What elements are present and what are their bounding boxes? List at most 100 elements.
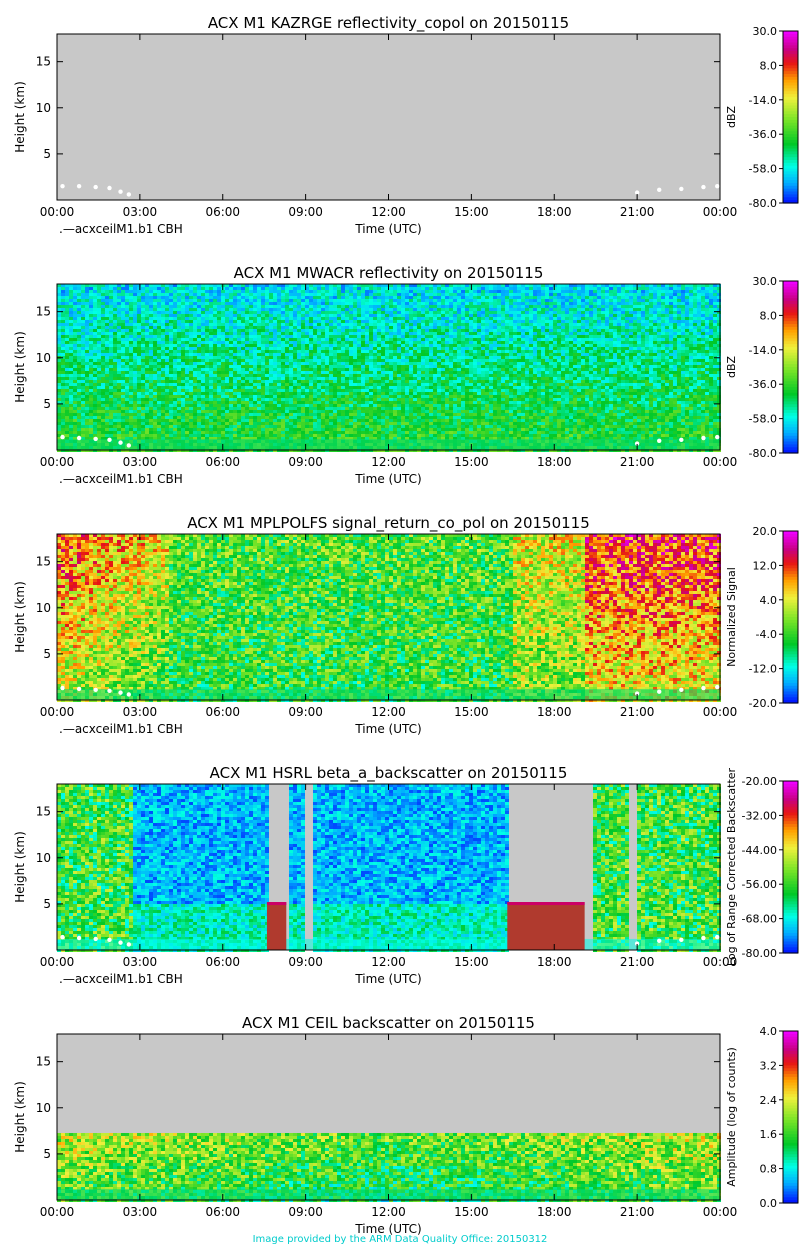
colorbar-tick-label: -12.0 <box>749 663 777 676</box>
cbh-point <box>118 440 122 444</box>
saturation-block <box>267 902 286 950</box>
colorbar-tick-label: 2.4 <box>760 1094 778 1107</box>
x-tick-label: 09:00 <box>288 955 323 969</box>
cbh-legend: .—acxceilM1.b1 CBH <box>59 972 183 986</box>
y-tick-label: 10 <box>36 101 51 115</box>
x-tick-label: 03:00 <box>123 955 158 969</box>
cbh-point <box>657 939 661 943</box>
x-tick-label: 00:00 <box>703 205 738 219</box>
cbh-point <box>60 935 64 939</box>
colorbar-tick-label: 0.0 <box>760 1197 778 1210</box>
cbh-point <box>701 936 705 940</box>
colorbar-tick-label: 1.6 <box>760 1128 778 1141</box>
cbh-point <box>657 690 661 694</box>
cbh-point <box>107 438 111 442</box>
x-tick-label: 00:00 <box>703 455 738 469</box>
x-tick-label: 21:00 <box>620 955 655 969</box>
cbh-point <box>715 184 719 188</box>
colorbar-tick-label: -32.00 <box>742 809 777 822</box>
y-tick-label: 15 <box>36 305 51 319</box>
y-axis-label: Height (km) <box>13 831 27 902</box>
colorbar-tick-label: 8.0 <box>760 59 778 72</box>
panel-title: ACX M1 MWACR reflectivity on 20150115 <box>234 264 544 282</box>
colorbar-tick-label: -56.00 <box>742 878 777 891</box>
cbh-point <box>701 436 705 440</box>
colorbar-tick-label: -44.00 <box>742 844 777 857</box>
cbh-point <box>77 936 81 940</box>
cbh-point <box>107 689 111 693</box>
x-tick-label: 12:00 <box>371 455 406 469</box>
x-tick-label: 21:00 <box>620 455 655 469</box>
heatmap-texture <box>57 784 721 952</box>
y-tick-label: 15 <box>36 1055 51 1069</box>
x-tick-label: 21:00 <box>620 705 655 719</box>
x-tick-label: 00:00 <box>40 205 75 219</box>
x-tick-label: 06:00 <box>205 955 240 969</box>
y-tick-label: 5 <box>43 1147 51 1161</box>
cbh-point <box>60 435 64 439</box>
y-axis-label: Height (km) <box>13 1081 27 1152</box>
x-tick-label: 06:00 <box>205 705 240 719</box>
panel-title: ACX M1 MPLPOLFS signal_return_co_pol on … <box>187 514 590 533</box>
colorbar-tick-label: 4.0 <box>760 1025 778 1038</box>
cbh-point <box>93 937 97 941</box>
x-tick-label: 00:00 <box>40 705 75 719</box>
y-axis-label: Height (km) <box>13 81 27 152</box>
colorbar-tick-label: -14.0 <box>749 94 777 107</box>
cbh-point <box>679 438 683 442</box>
colorbar-tick-label: 20.0 <box>753 525 778 538</box>
x-tick-label: 15:00 <box>454 205 489 219</box>
colorbar-tick-label: -36.0 <box>749 128 777 141</box>
colorbar-tick-label: -68.00 <box>742 913 777 926</box>
cbh-point <box>60 184 64 188</box>
x-tick-label: 18:00 <box>537 205 572 219</box>
x-tick-label: 09:00 <box>288 205 323 219</box>
x-tick-label: 00:00 <box>703 1205 738 1219</box>
y-tick-label: 5 <box>43 147 51 161</box>
x-tick-label: 03:00 <box>123 1205 158 1219</box>
colorbar-tick-label: 30.0 <box>753 275 778 288</box>
panel-4: ACX M1 HSRL beta_a_backscatter on 201501… <box>13 764 798 986</box>
x-tick-label: 03:00 <box>123 705 158 719</box>
cbh-legend: .—acxceilM1.b1 CBH <box>59 222 183 236</box>
x-tick-label: 18:00 <box>537 455 572 469</box>
x-tick-label: 00:00 <box>40 455 75 469</box>
colorbar-tick-label: -80.0 <box>749 197 777 210</box>
colorbar-label: Log of Range Corrected Backscatter <box>725 767 738 966</box>
colorbar-tick-label: -80.00 <box>742 947 777 960</box>
x-tick-label: 00:00 <box>703 705 738 719</box>
cbh-point <box>118 190 122 194</box>
x-tick-label: 15:00 <box>454 955 489 969</box>
cbh-point <box>107 186 111 190</box>
cbh-point <box>127 443 131 447</box>
x-tick-label: 00:00 <box>40 955 75 969</box>
cbh-point <box>679 938 683 942</box>
x-tick-label: 12:00 <box>371 955 406 969</box>
panel-2: ACX M1 MWACR reflectivity on 20150115 00:… <box>13 264 798 486</box>
x-tick-label: 09:00 <box>288 1205 323 1219</box>
colorbar-tick-label: -58.0 <box>749 163 777 176</box>
x-tick-label: 12:00 <box>371 205 406 219</box>
cbh-point <box>679 187 683 191</box>
y-tick-label: 5 <box>43 397 51 411</box>
cbh-point <box>127 692 131 696</box>
cbh-point <box>77 184 81 188</box>
x-tick-label: 18:00 <box>537 955 572 969</box>
colorbar-tick-label: 3.2 <box>760 1059 778 1072</box>
colorbar: -20.00-32.00-44.00-56.00-68.00-80.00Log … <box>725 767 798 966</box>
heatmap-texture <box>57 534 721 702</box>
x-tick-label: 06:00 <box>205 205 240 219</box>
panel-1: ACX M1 KAZRGE reflectivity_copol on 2015… <box>13 14 798 236</box>
x-tick-label: 03:00 <box>123 205 158 219</box>
cbh-point <box>657 188 661 192</box>
panel-5: ACX M1 CEIL backscatter on 2015011500:00… <box>13 1014 798 1236</box>
y-tick-label: 10 <box>36 851 51 865</box>
cbh-point <box>118 690 122 694</box>
cbh-point <box>715 685 719 689</box>
cbh-point <box>679 688 683 692</box>
